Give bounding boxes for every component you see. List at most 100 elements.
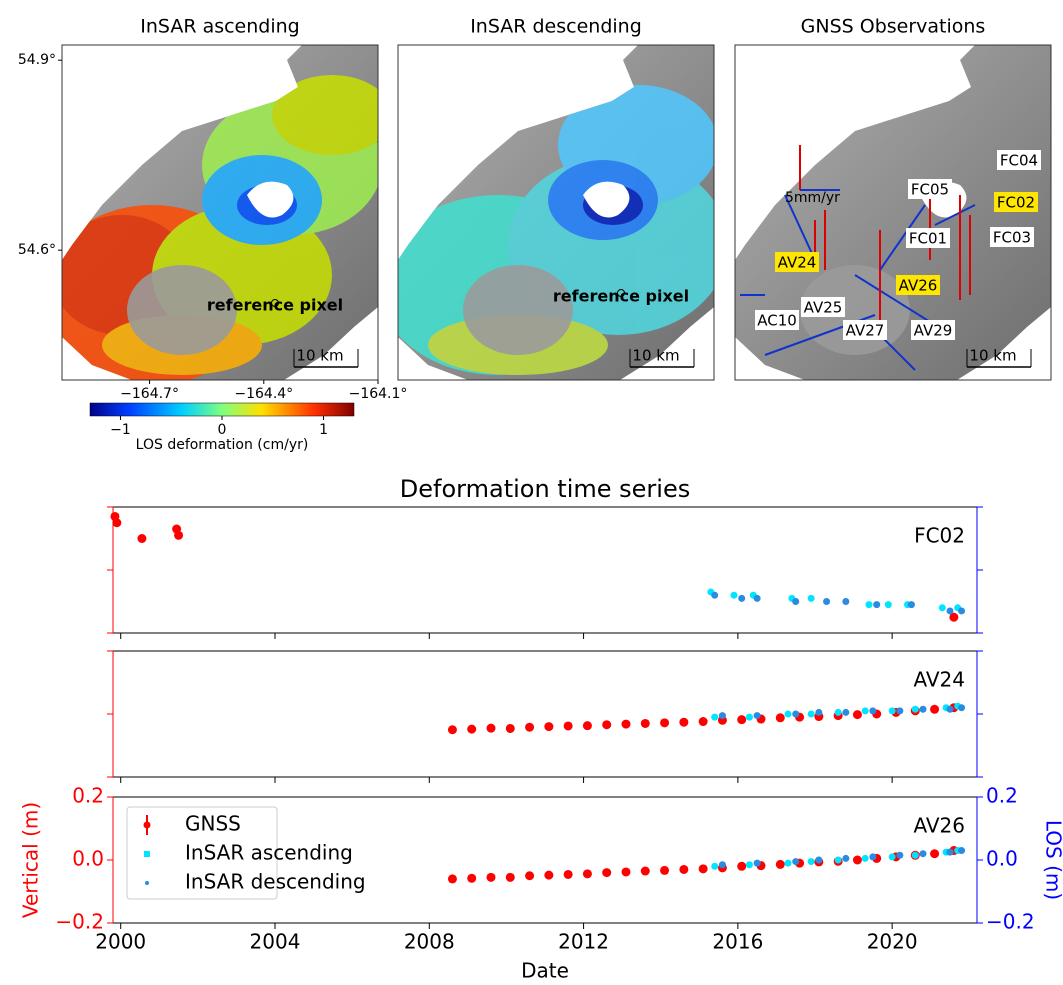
legend-label: GNSS — [185, 812, 241, 836]
data-point — [506, 724, 515, 733]
station-label: FC03 — [993, 229, 1031, 247]
data-point — [792, 858, 799, 865]
data-point — [738, 595, 745, 602]
panel-label: AV26 — [913, 814, 965, 838]
y-tick-label: −0.2 — [55, 910, 104, 934]
data-point — [912, 852, 919, 859]
station-label: AV27 — [846, 322, 885, 340]
data-point — [699, 864, 708, 873]
data-point — [660, 866, 669, 875]
station-label: FC02 — [997, 194, 1035, 212]
station-label: AV26 — [899, 277, 938, 295]
data-point — [862, 855, 869, 862]
map-panel: 10 km reference pixel — [378, 45, 728, 380]
data-point — [583, 721, 592, 730]
data-point — [737, 862, 746, 871]
station-label: FC01 — [909, 230, 947, 248]
data-point — [792, 598, 799, 605]
legend-label: InSAR ascending — [185, 841, 353, 865]
data-point — [958, 704, 965, 711]
data-point — [448, 725, 457, 734]
data-point — [930, 705, 939, 714]
data-point — [174, 531, 183, 540]
y-tick-label: 0.0 — [72, 847, 104, 871]
data-point — [641, 867, 650, 876]
data-point — [487, 724, 496, 733]
data-point — [544, 722, 553, 731]
data-point — [564, 721, 573, 730]
plot-frame — [113, 507, 977, 633]
map-panel: 10 km5mm/yrFC04FC05FC02FC01FC03AV24AV26A… — [735, 45, 1051, 380]
x-tick-label: 2012 — [558, 930, 609, 954]
data-point — [112, 518, 121, 527]
data-point — [896, 707, 903, 714]
data-point — [525, 871, 534, 880]
lat-label: 54.9° — [18, 52, 56, 68]
volcano-cone — [463, 265, 573, 355]
data-point — [746, 861, 753, 868]
y-axis-label: Vertical (m) — [19, 802, 43, 918]
scale-label: 10 km — [632, 347, 679, 365]
data-point — [939, 604, 946, 611]
data-point — [815, 709, 822, 716]
data-point — [719, 861, 726, 868]
data-point — [866, 601, 873, 608]
data-point — [711, 592, 718, 599]
data-point — [842, 709, 849, 716]
map-title: InSAR descending — [470, 16, 642, 38]
colorbar-label: LOS deformation (cm/yr) — [136, 437, 309, 453]
data-point — [602, 868, 611, 877]
data-point — [869, 853, 876, 860]
data-point — [792, 711, 799, 718]
data-point — [853, 856, 862, 865]
data-point — [808, 595, 815, 602]
data-point — [746, 714, 753, 721]
lon-label: −164.1° — [349, 386, 408, 402]
station-label: AV25 — [804, 299, 843, 317]
colorbar — [90, 403, 354, 416]
scale-label: 10 km — [296, 347, 343, 365]
data-point — [525, 723, 534, 732]
data-point — [602, 720, 611, 729]
lat-label: 54.6° — [18, 242, 56, 258]
legend-marker — [144, 822, 151, 829]
data-point — [679, 865, 688, 874]
data-point — [660, 718, 669, 727]
data-point — [912, 706, 919, 713]
data-point — [889, 853, 896, 860]
legend-marker — [144, 851, 150, 857]
lon-label: −164.4° — [234, 386, 293, 402]
data-point — [679, 718, 688, 727]
data-point — [622, 720, 631, 729]
data-point — [754, 712, 761, 719]
data-point — [862, 707, 869, 714]
y2-axis-label: LOS (m) — [1042, 820, 1063, 900]
data-point — [785, 860, 792, 867]
data-point — [737, 715, 746, 724]
legend-label: InSAR descending — [185, 870, 366, 894]
data-point — [842, 855, 849, 862]
data-point — [448, 874, 457, 883]
y-tick-label: 0.2 — [72, 784, 104, 808]
legend-marker — [145, 881, 149, 885]
data-point — [137, 534, 146, 543]
y-tick-label: 0.2 — [986, 784, 1018, 808]
x-axis-label: Date — [521, 959, 569, 983]
data-point — [699, 717, 708, 726]
data-point — [947, 706, 954, 713]
data-point — [776, 860, 785, 869]
data-point — [754, 860, 761, 867]
colorbar-tick-label: 0 — [218, 422, 227, 438]
y-tick-label: 0.0 — [986, 847, 1018, 871]
station-label: AV29 — [914, 322, 953, 340]
data-point — [785, 711, 792, 718]
data-point — [641, 719, 650, 728]
data-point — [869, 707, 876, 714]
data-point — [467, 874, 476, 883]
reference-label: reference pixel — [553, 287, 689, 306]
data-point — [808, 858, 815, 865]
data-point — [564, 870, 573, 879]
arrow-legend-label: 5mm/yr — [785, 190, 840, 206]
data-point — [947, 607, 954, 614]
data-point — [920, 850, 927, 857]
